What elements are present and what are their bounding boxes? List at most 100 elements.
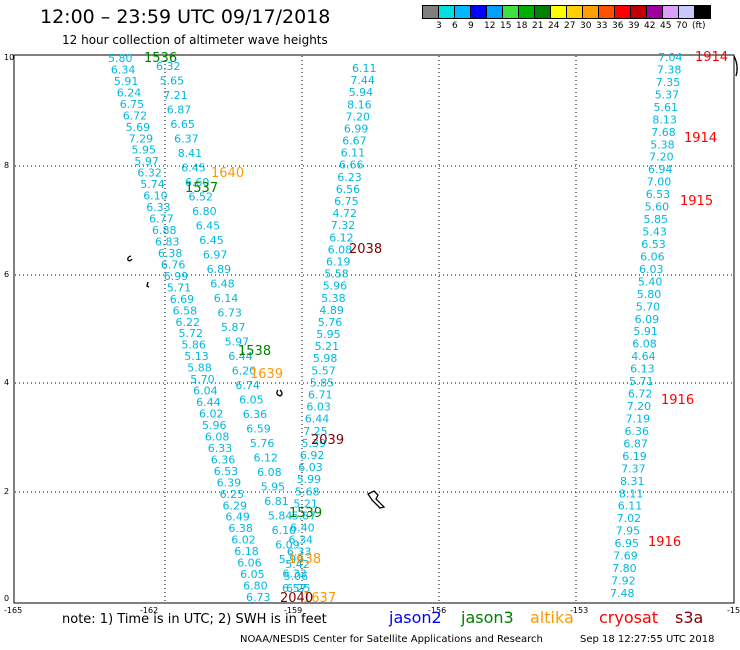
wave-height-value: 6.72 (628, 388, 653, 401)
x-tick-label: -162 (140, 606, 158, 615)
wave-height-value: 6.10 (143, 190, 168, 203)
wave-height-value: 6.29 (223, 499, 248, 512)
wave-height-value: 5.61 (654, 101, 679, 114)
wave-height-value: 7.37 (621, 462, 646, 475)
wave-height-value: 7.32 (331, 219, 356, 232)
y-tick-label: 8 (4, 161, 9, 170)
time-label: 1638 (288, 552, 321, 567)
wave-height-value: 8.16 (347, 98, 372, 111)
wave-height-value: 5.57 (311, 364, 336, 377)
wave-height-value: 6.33 (146, 201, 171, 214)
wave-height-value: 5.97 (225, 336, 250, 349)
wave-height-value: 7.92 (611, 575, 636, 588)
wave-height-value: 7.20 (649, 151, 674, 164)
wave-height-value: 8.13 (652, 113, 677, 126)
time-label: 1539 (289, 506, 322, 521)
scale-label: 21 (532, 21, 544, 31)
scale-label: 15 (500, 21, 512, 31)
wave-height-value: 5.88 (187, 362, 212, 375)
time-label: 1915 (680, 194, 713, 209)
wave-height-value: 6.36 (625, 425, 650, 438)
time-label: 1640 (211, 166, 244, 181)
wave-height-value: 6.75 (120, 98, 145, 111)
wave-height-value: 7.48 (610, 587, 635, 600)
wave-height-value: 7.29 (129, 132, 154, 145)
scale-swatch (694, 5, 711, 19)
wave-height-value: 6.52 (189, 191, 214, 204)
wave-height-value: 6.02 (199, 408, 224, 421)
axis-tick-labels: -165 -162 -159 -156 -153 -15 0 2 4 6 8 10 (4, 53, 740, 615)
footer-note: note: 1) Time is in UTC; 2) SWH is in fe… (62, 612, 327, 627)
wave-height-value: 5.69 (126, 121, 151, 134)
wave-height-value: 6.03 (306, 401, 331, 414)
wave-height-value: 5.91 (633, 325, 658, 338)
x-tick-label: -165 (4, 606, 22, 615)
wave-height-value: 6.25 (220, 488, 245, 501)
wave-height-value: 6.53 (641, 238, 666, 251)
wave-height-value: 7.04 (658, 51, 683, 64)
wave-height-value: 6.34 (111, 64, 135, 77)
wave-height-value: 7.69 (613, 550, 638, 563)
wave-height-value: 5.99 (297, 473, 322, 486)
wave-height-value: 6.33 (208, 442, 233, 455)
time-label: 1916 (648, 535, 681, 550)
wave-height-value: 6.53 (646, 188, 671, 201)
wave-height-value: 8.31 (620, 475, 645, 488)
coast-islet (733, 55, 738, 77)
wave-height-value: 5.37 (655, 88, 680, 101)
wave-height-value: 8.41 (178, 147, 203, 160)
wave-height-value: 6.23 (337, 171, 362, 184)
wave-height-value: 6.94 (648, 163, 673, 176)
coast-islet (276, 389, 283, 397)
wave-height-value: 6.44 (228, 350, 253, 363)
wave-height-value: 6.39 (217, 476, 242, 489)
wave-height-value: 6.57 (282, 582, 307, 595)
scale-label: 30 (580, 21, 592, 31)
wave-height-value: 5.42 (285, 558, 310, 571)
wave-height-value: 5.80 (637, 288, 662, 301)
track-left-inner-values: 6.325.657.216.876.656.378.416.456.606.52… (156, 60, 311, 595)
scale-label: 39 (628, 21, 640, 31)
legend-jason2: jason2 (389, 608, 442, 627)
wave-height-value: 8.11 (619, 487, 644, 500)
wave-height-value: 6.88 (152, 224, 177, 237)
wave-height-value: 6.06 (640, 250, 665, 263)
wave-height-value: 6.08 (632, 338, 657, 351)
wave-height-value: 6.87 (167, 104, 192, 117)
wave-height-value: 6.10 (272, 524, 297, 537)
wave-height-value: 6.75 (334, 195, 359, 208)
wave-height-value: 6.92 (300, 449, 325, 462)
wave-height-value: 6.33 (282, 568, 307, 581)
wave-height-value: 7.38 (657, 64, 682, 77)
wave-height-value: 5.98 (313, 352, 338, 365)
time-label: 1916 (661, 393, 694, 408)
scale-label: 6 (452, 21, 458, 31)
coast-islet (127, 255, 133, 262)
track-middle-values: 6.117.445.948.167.206.996.676.116.666.23… (282, 62, 377, 595)
wave-height-value: 5.74 (140, 178, 165, 191)
wave-height-value: 6.03 (639, 263, 664, 276)
scale-label: 45 (660, 21, 672, 31)
wave-height-value: 6.36 (243, 408, 268, 421)
wave-height-value: 6.25 (286, 582, 311, 595)
wave-height-value: 5.39 (302, 437, 327, 450)
wave-height-value: 6.65 (170, 118, 195, 131)
wave-height-value: 5.85 (310, 376, 335, 389)
wave-height-value: 6.76 (161, 258, 186, 271)
wave-height-value: 6.38 (158, 247, 183, 260)
wave-height-value: 5.95 (316, 328, 341, 341)
wave-height-value: 6.81 (264, 495, 289, 508)
wave-height-value: 6.60 (185, 176, 210, 189)
wave-height-value: 5.97 (134, 155, 159, 168)
track-right-values: 7.047.387.355.375.618.137.685.387.206.94… (610, 51, 683, 600)
wave-height-value: 6.08 (205, 430, 230, 443)
time-label: 1914 (684, 131, 717, 146)
wave-height-value: 6.44 (196, 396, 221, 409)
scale-label: 24 (548, 21, 560, 31)
scale-label: 33 (596, 21, 608, 31)
time-label: 1914 (695, 50, 728, 65)
wave-height-value: 6.13 (630, 363, 655, 376)
wave-height-value: 6.59 (246, 423, 270, 436)
wave-height-value: 6.06 (237, 557, 262, 570)
wave-height-value: 5.99 (279, 553, 304, 566)
